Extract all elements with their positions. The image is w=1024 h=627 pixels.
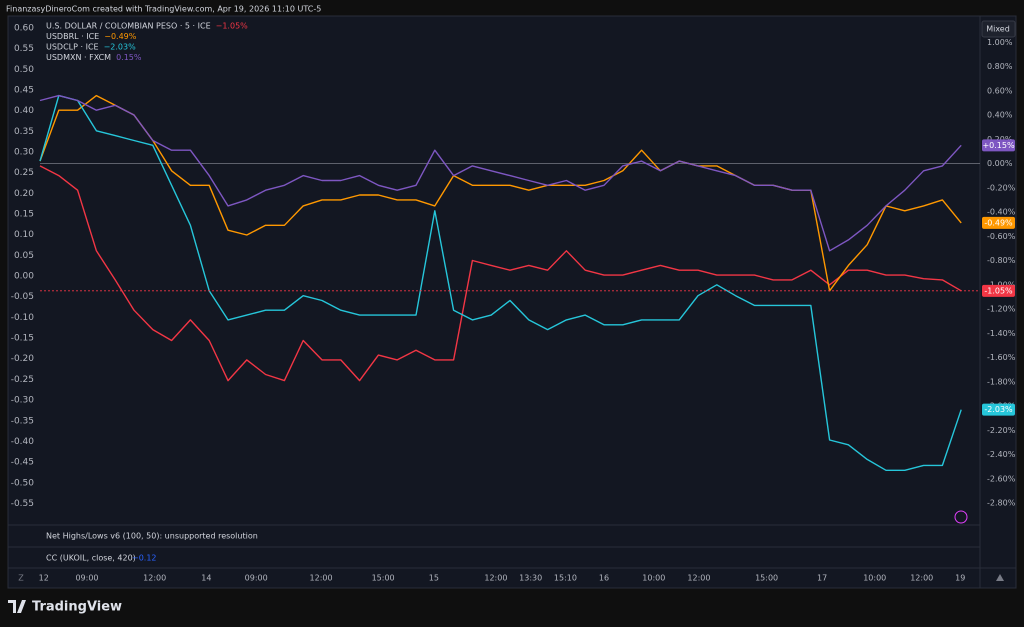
y2-tick-label: 1.00% <box>987 38 1013 47</box>
y-tick-label: 0.55 <box>14 44 34 54</box>
y2-tick-label: -2.40% <box>987 450 1016 459</box>
legend-name: U.S. DOLLAR / COLOMBIAN PESO · 5 · ICE <box>46 22 211 31</box>
y2-tick-label: -2.80% <box>987 499 1016 508</box>
x-tick-label: 17 <box>817 574 827 583</box>
scale-mode-button[interactable] <box>981 20 1016 38</box>
x-tick-label: 15:10 <box>554 574 577 583</box>
x-tick-label: 09:00 <box>75 574 98 583</box>
x-tick-label: 15:00 <box>372 574 395 583</box>
legend-change: −2.03% <box>104 43 137 52</box>
y2-tick-label: -0.80% <box>987 256 1016 265</box>
price-tag <box>982 403 1015 416</box>
y-tick-label: 0.00 <box>14 272 34 282</box>
y-tick-label: -0.15 <box>11 334 34 344</box>
y-tick-label: -0.25 <box>11 375 34 385</box>
y2-tick-label: -1.00% <box>987 280 1016 289</box>
zoom-icon[interactable]: Z <box>18 574 24 583</box>
y-tick-label: -0.55 <box>11 499 34 509</box>
y2-tick-label: 0.40% <box>987 111 1013 120</box>
y-tick-label: -0.20 <box>11 354 35 364</box>
y-tick-label: 0.20 <box>14 189 34 199</box>
brand-logo <box>8 600 26 613</box>
legend-change: 0.15% <box>116 53 142 62</box>
y2-tick-label: 0.80% <box>987 62 1013 71</box>
legend-name: USDCLP · ICE <box>46 43 99 52</box>
y2-tick-label: 0.00% <box>987 159 1013 168</box>
series-line <box>39 165 962 382</box>
x-tick-label: 10:00 <box>642 574 665 583</box>
y-tick-label: 0.50 <box>14 65 34 75</box>
y2-tick-label: -0.20% <box>987 183 1016 192</box>
y-tick-label: -0.35 <box>11 416 34 426</box>
legend-change: −0.49% <box>104 32 137 41</box>
y-tick-label: -0.50 <box>11 478 35 488</box>
x-tick-label: 16 <box>599 574 609 583</box>
x-tick-label: 15:00 <box>755 574 778 583</box>
price-tag-label: -2.03% <box>984 405 1013 414</box>
y2-tick-label: -0.60% <box>987 232 1016 241</box>
y-tick-label: -0.05 <box>11 292 34 302</box>
y-tick-label: 0.25 <box>14 168 34 178</box>
logo-mark <box>8 600 26 613</box>
x-tick-label: 19 <box>955 574 965 583</box>
price-tag-label: -1.05% <box>984 286 1013 295</box>
y-tick-label: 0.60 <box>14 23 34 33</box>
y-tick-label: 0.40 <box>14 106 34 116</box>
y-tick-label: 0.05 <box>14 251 34 261</box>
scroll-icon[interactable] <box>996 574 1004 581</box>
y2-tick-label: -2.20% <box>987 426 1016 435</box>
y2-tick-label: -0.40% <box>987 208 1016 217</box>
brand-name: TradingView <box>32 600 122 615</box>
indicator-label: CC (UKOIL, close, 420) <box>46 554 136 563</box>
legend-name: USDBRL · ICE <box>46 32 99 41</box>
y-tick-label: 0.35 <box>14 127 34 137</box>
legend-change: −1.05% <box>216 22 249 31</box>
y-tick-label: 0.45 <box>14 85 34 95</box>
alert-icon[interactable] <box>954 510 968 524</box>
x-tick-label: 12:00 <box>910 574 933 583</box>
series-line <box>39 94 962 252</box>
y-tick-label: -0.30 <box>11 396 35 406</box>
x-tick-label: 13:30 <box>519 574 542 583</box>
x-tick-label: 12:00 <box>143 574 166 583</box>
x-tick-label: 12 <box>39 574 49 583</box>
indicator-value: −0.12 <box>132 554 157 563</box>
x-tick-label: 14 <box>201 574 211 583</box>
price-tag <box>982 216 1015 229</box>
series-line <box>39 94 962 471</box>
y2-tick-label: -1.40% <box>987 329 1016 338</box>
y-tick-label: 0.30 <box>14 147 34 157</box>
price-tag-label: -0.49% <box>984 218 1013 227</box>
y-tick-label: 0.15 <box>14 210 34 220</box>
indicator-label: Net Highs/Lows v6 (100, 50): unsupported… <box>46 532 258 541</box>
price-tag-label: +0.15% <box>982 141 1015 150</box>
y-tick-label: -0.45 <box>11 458 34 468</box>
x-tick-label: 12:00 <box>484 574 507 583</box>
x-tick-label: 09:00 <box>245 574 268 583</box>
price-tag <box>982 139 1015 152</box>
x-tick-label: 12:00 <box>310 574 333 583</box>
y2-tick-label: -2.60% <box>987 474 1016 483</box>
x-tick-label: 15 <box>429 574 439 583</box>
y2-tick-label: 0.60% <box>987 86 1013 95</box>
price-tag <box>982 284 1015 297</box>
y2-tick-label: -1.20% <box>987 305 1016 314</box>
scale-mode-label[interactable]: Mixed <box>986 25 1010 34</box>
y2-tick-label: 0.20% <box>987 135 1013 144</box>
y2-tick-label: -1.80% <box>987 377 1016 386</box>
legend-name: USDMXN · FXCM <box>46 53 111 62</box>
y-tick-label: 0.10 <box>14 230 34 240</box>
y2-tick-label: -1.60% <box>987 353 1016 362</box>
header-text: FinanzasyDineroCom created with TradingV… <box>6 5 321 14</box>
x-tick-label: 10:00 <box>863 574 886 583</box>
y-tick-label: -0.10 <box>11 313 35 323</box>
x-tick-label: 12:00 <box>687 574 710 583</box>
y-tick-label: -0.40 <box>11 437 35 447</box>
